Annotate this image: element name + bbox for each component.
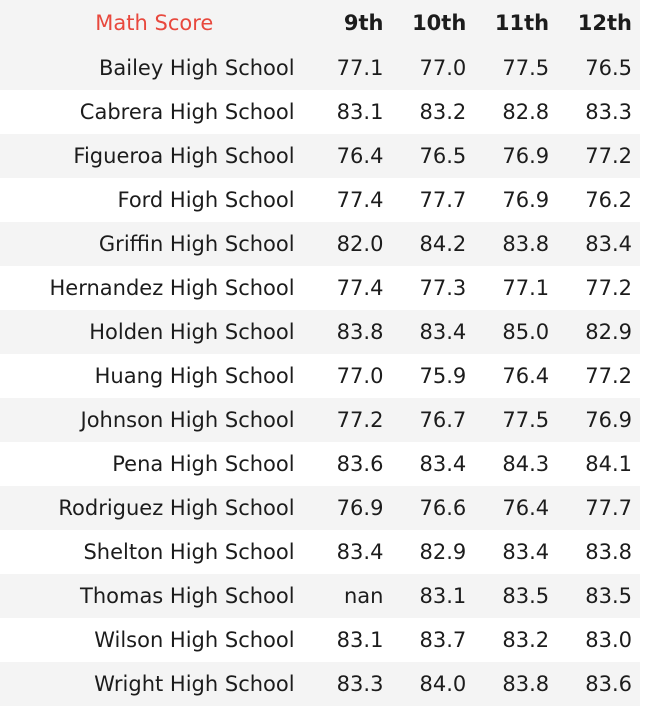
table-row: Holden High School 83.8 83.4 85.0 82.9 [0,310,640,354]
school-name: Johnson High School [0,398,309,442]
score-cell: 83.8 [474,662,558,706]
score-cell: 83.3 [557,90,640,134]
score-cell: 76.7 [391,398,475,442]
score-cell: 83.8 [474,222,558,266]
score-cell: 84.0 [391,662,475,706]
score-cell: 83.1 [308,618,392,662]
score-cell: 77.3 [391,266,475,310]
score-cell: 77.5 [474,46,558,90]
score-cell: 85.0 [474,310,558,354]
score-cell: 83.2 [474,618,558,662]
table-row: Huang High School 77.0 75.9 76.4 77.2 [0,354,640,398]
score-cell: 82.8 [474,90,558,134]
score-cell: 83.7 [391,618,475,662]
score-cell: 83.4 [391,442,475,486]
score-cell: 83.2 [391,90,475,134]
school-name: Griffin High School [0,222,309,266]
index-label: Math Score [0,0,309,46]
score-cell: 77.2 [308,398,392,442]
score-cell: 77.2 [557,354,640,398]
table-row: Wilson High School 83.1 83.7 83.2 83.0 [0,618,640,662]
score-cell: 76.4 [474,354,558,398]
score-cell: 76.2 [557,178,640,222]
table-row: Johnson High School 77.2 76.7 77.5 76.9 [0,398,640,442]
score-cell: 77.4 [308,266,392,310]
score-cell: 83.4 [308,530,392,574]
score-cell: 83.1 [308,90,392,134]
score-cell: 83.8 [557,530,640,574]
score-cell: 83.5 [474,574,558,618]
school-name: Figueroa High School [0,134,309,178]
score-cell: 76.5 [557,46,640,90]
score-cell: 83.5 [557,574,640,618]
score-cell: 77.1 [308,46,392,90]
score-cell: 77.2 [557,266,640,310]
score-cell: 76.9 [474,178,558,222]
score-cell: 83.1 [391,574,475,618]
school-name: Huang High School [0,354,309,398]
school-name: Cabrera High School [0,90,309,134]
score-cell: 84.2 [391,222,475,266]
school-name: Ford High School [0,178,309,222]
score-cell: 75.9 [391,354,475,398]
score-cell: 84.1 [557,442,640,486]
column-header-11th: 11th [474,0,558,46]
table-row: Ford High School 77.4 77.7 76.9 76.2 [0,178,640,222]
column-header-10th: 10th [391,0,475,46]
table-row: Griffin High School 82.0 84.2 83.8 83.4 [0,222,640,266]
score-cell: 77.4 [308,178,392,222]
table-row: Hernandez High School 77.4 77.3 77.1 77.2 [0,266,640,310]
table-row: Shelton High School 83.4 82.9 83.4 83.8 [0,530,640,574]
table-row: Bailey High School 77.1 77.0 77.5 76.5 [0,46,640,90]
column-header-12th: 12th [557,0,640,46]
school-name: Bailey High School [0,46,309,90]
score-cell: 83.8 [308,310,392,354]
score-cell: 77.1 [474,266,558,310]
score-cell: 83.4 [391,310,475,354]
math-score-by-grade-table: Math Score 9th 10th 11th 12th Bailey Hig… [0,0,640,706]
score-cell: 77.2 [557,134,640,178]
score-cell: 77.5 [474,398,558,442]
score-cell: 76.4 [474,486,558,530]
score-cell: nan [308,574,392,618]
school-name: Rodriguez High School [0,486,309,530]
score-cell: 76.5 [391,134,475,178]
score-cell: 84.3 [474,442,558,486]
table-row: Pena High School 83.6 83.4 84.3 84.1 [0,442,640,486]
header-row: Math Score 9th 10th 11th 12th [0,0,640,46]
table-row: Wright High School 83.3 84.0 83.8 83.6 [0,662,640,706]
table-row: Rodriguez High School 76.9 76.6 76.4 77.7 [0,486,640,530]
school-name: Shelton High School [0,530,309,574]
score-cell: 83.4 [474,530,558,574]
school-name: Pena High School [0,442,309,486]
school-name: Wilson High School [0,618,309,662]
score-cell: 76.4 [308,134,392,178]
score-cell: 76.6 [391,486,475,530]
score-cell: 76.9 [308,486,392,530]
table-header: Math Score 9th 10th 11th 12th [0,0,640,46]
score-cell: 76.9 [557,398,640,442]
score-cell: 77.7 [557,486,640,530]
score-cell: 83.3 [308,662,392,706]
score-cell: 82.9 [391,530,475,574]
score-cell: 77.7 [391,178,475,222]
score-cell: 77.0 [308,354,392,398]
table-body: Bailey High School 77.1 77.0 77.5 76.5 Cabrer… [0,46,640,706]
score-cell: 83.0 [557,618,640,662]
table-row: Thomas High School nan 83.1 83.5 83.5 [0,574,640,618]
score-cell: 83.6 [308,442,392,486]
score-cell: 83.4 [557,222,640,266]
school-name: Wright High School [0,662,309,706]
table-row: Cabrera High School 83.1 83.2 82.8 83.3 [0,90,640,134]
school-name: Hernandez High School [0,266,309,310]
table-row: Figueroa High School 76.4 76.5 76.9 77.2 [0,134,640,178]
score-cell: 76.9 [474,134,558,178]
school-name: Thomas High School [0,574,309,618]
column-header-9th: 9th [308,0,392,46]
school-name: Holden High School [0,310,309,354]
score-cell: 83.6 [557,662,640,706]
score-cell: 82.0 [308,222,392,266]
score-cell: 82.9 [557,310,640,354]
score-cell: 77.0 [391,46,475,90]
